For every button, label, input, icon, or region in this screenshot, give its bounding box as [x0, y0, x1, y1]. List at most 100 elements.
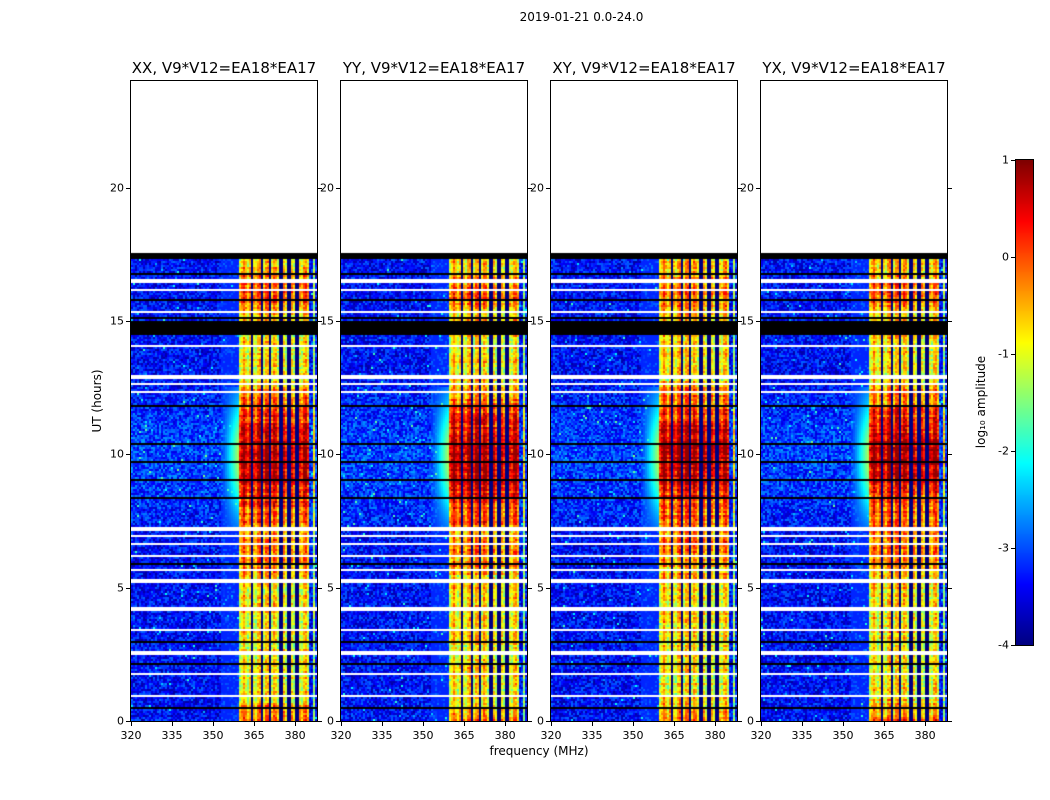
x-tick-label: 320	[540, 729, 562, 742]
y-tick	[756, 721, 760, 722]
y-tick-right	[528, 321, 532, 322]
y-tick-right	[528, 721, 532, 722]
x-tick	[341, 722, 342, 726]
y-tick-label: 10	[740, 447, 754, 461]
y-tick	[336, 454, 340, 456]
y-tick	[546, 321, 550, 322]
colorbar-tick	[1011, 645, 1015, 646]
x-tick-label: 320	[330, 729, 352, 742]
y-tick-right	[738, 454, 742, 456]
y-tick	[126, 187, 130, 189]
spectrogram-canvas-yx	[761, 81, 947, 721]
x-tick	[254, 722, 256, 726]
x-axis-label: frequency (MHz)	[489, 744, 589, 758]
y-tick-right	[948, 587, 952, 589]
y-tick-label: 0	[117, 714, 124, 728]
x-tick-label: 380	[914, 729, 936, 742]
x-tick	[382, 722, 384, 726]
y-tick-label: 20	[320, 181, 334, 195]
colorbar-tick-label: 1	[1002, 153, 1009, 167]
x-tick	[674, 722, 676, 726]
colorbar-tick	[1011, 548, 1015, 549]
y-tick-label: 0	[327, 714, 334, 728]
x-tick-label: 380	[284, 729, 306, 742]
x-tick	[633, 722, 635, 726]
colorbar-tick-label: -2	[998, 444, 1009, 458]
panel-title-xy: XY, V9*V12=EA18*EA17	[552, 59, 736, 77]
panel-yx: YX, V9*V12=EA18*EA17 320 335 350 365 380 0 5 10…	[740, 59, 952, 742]
x-tick-label: 365	[663, 729, 685, 742]
y-tick	[756, 454, 760, 456]
x-tick	[213, 722, 215, 726]
x-tick-label: 335	[161, 729, 183, 742]
x-tick-label: 350	[832, 729, 854, 742]
y-tick-label: 20	[530, 181, 544, 195]
x-tick-label: 380	[494, 729, 516, 742]
figure-title: 2019-01-21 0.0-24.0	[519, 10, 644, 24]
colorbar-tick-label: -3	[998, 541, 1009, 555]
y-tick	[126, 587, 130, 589]
panel-xy: XY, V9*V12=EA18*EA17 320 335 350 365 380 0 5 10…	[530, 59, 742, 742]
y-tick-right	[738, 187, 742, 189]
y-tick	[336, 321, 340, 322]
colorbar-tick	[1011, 451, 1015, 452]
y-tick	[336, 187, 340, 189]
x-tick-label: 335	[791, 729, 813, 742]
y-tick-label: 10	[530, 447, 544, 461]
y-tick	[546, 721, 550, 722]
y-tick-label: 5	[117, 581, 124, 595]
y-tick-right	[948, 454, 952, 456]
y-tick-label: 0	[537, 714, 544, 728]
x-tick	[505, 722, 507, 726]
x-tick	[295, 722, 297, 726]
y-tick	[336, 587, 340, 589]
y-tick-label: 15	[740, 314, 754, 328]
x-tick-label: 335	[371, 729, 393, 742]
x-tick	[131, 722, 132, 726]
y-axis-label: UT (hours)	[90, 369, 104, 433]
x-tick-label: 350	[412, 729, 434, 742]
x-tick	[802, 722, 804, 726]
x-tick-label: 380	[704, 729, 726, 742]
panel-title-yx: YX, V9*V12=EA18*EA17	[762, 59, 946, 77]
x-tick	[423, 722, 425, 726]
x-tick-label: 365	[873, 729, 895, 742]
y-tick-label: 20	[740, 181, 754, 195]
colorbar-tick	[1011, 257, 1015, 258]
y-tick-label: 15	[110, 314, 124, 328]
y-tick-right	[738, 721, 742, 722]
x-tick-label: 365	[453, 729, 475, 742]
colorbar-tick-label: 0	[1002, 250, 1009, 264]
x-tick-label: 350	[202, 729, 224, 742]
colorbar-canvas	[1016, 160, 1033, 645]
y-tick-label: 5	[327, 581, 334, 595]
y-tick	[756, 321, 760, 322]
y-tick-right	[528, 187, 532, 189]
y-tick-right	[318, 454, 322, 456]
x-tick	[464, 722, 466, 726]
x-tick-label: 350	[622, 729, 644, 742]
y-tick-right	[948, 187, 952, 189]
colorbar-tick-label: -4	[998, 638, 1009, 652]
panel-title-yy: YY, V9*V12=EA18*EA17	[342, 59, 526, 77]
x-tick	[592, 722, 594, 726]
panel-xx: XX, V9*V12=EA18*EA17 320 335 350 365 380 0 5 10…	[110, 59, 322, 742]
x-tick	[715, 722, 717, 726]
y-tick	[546, 587, 550, 589]
y-tick-label: 15	[530, 314, 544, 328]
y-tick-right	[948, 321, 952, 322]
y-tick-right	[528, 587, 532, 589]
y-tick	[546, 454, 550, 456]
x-tick	[884, 722, 886, 726]
colorbar-tick-label: -1	[998, 347, 1009, 361]
x-tick	[843, 722, 845, 726]
y-tick-label: 5	[747, 581, 754, 595]
y-tick-right	[738, 321, 742, 322]
spectrogram-canvas-xy	[551, 81, 737, 721]
x-tick	[551, 722, 552, 726]
y-tick-right	[318, 321, 322, 322]
y-tick-right	[948, 721, 952, 722]
y-tick-right	[318, 187, 322, 189]
x-tick	[761, 722, 762, 726]
